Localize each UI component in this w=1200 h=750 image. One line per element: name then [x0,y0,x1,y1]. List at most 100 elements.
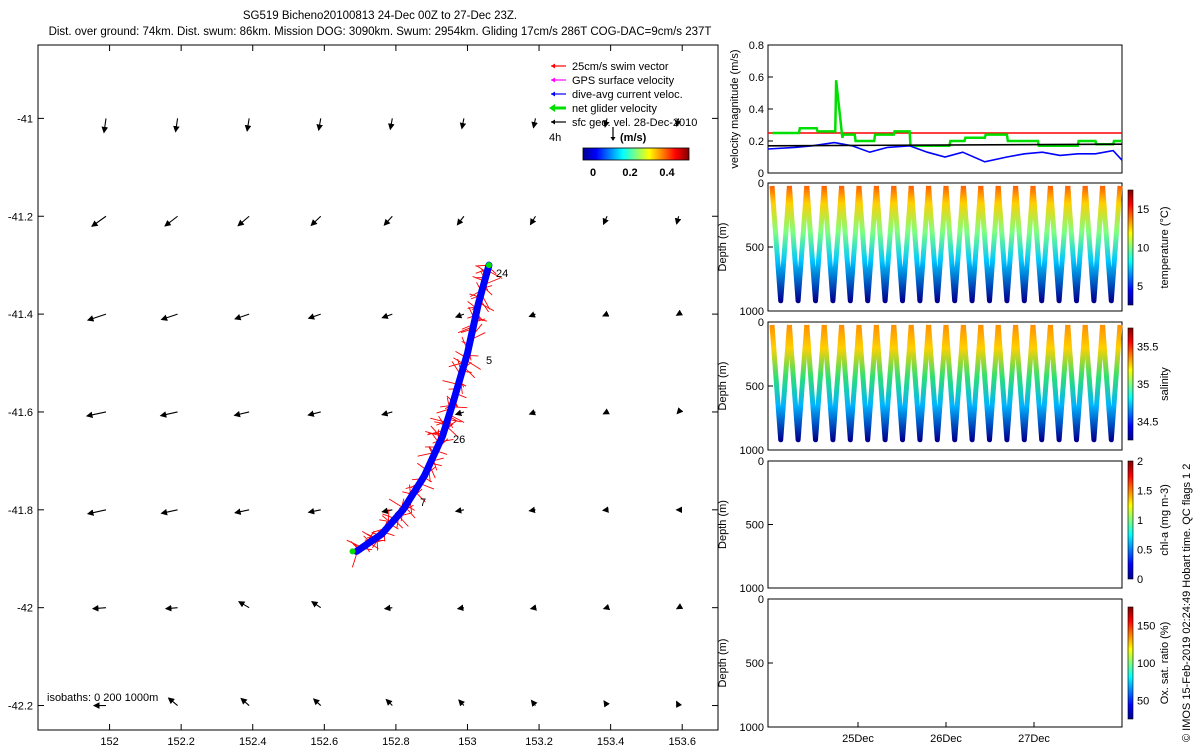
velocity-y-tick-label: 0.8 [749,40,764,52]
sfc-arrow [160,508,178,516]
map-y-tick-label: -42.2 [8,701,33,713]
map-panel: 152 152.2 152.4 152.6 152.8 153 153.2 153.4 153.… [8,44,719,748]
copyright-label: © IMOS 15-Feb-2019 02:24:49 Hobart time.… [1181,464,1193,742]
dive-profile [821,324,845,443]
profile-panel-1: 0 500 1000 Depth (m) 5 10 15 temperature (°C) [717,178,1171,318]
title-line-1: SG519 Bicheno20100813 24-Dec 00Z to 27-D… [242,10,518,22]
dive-profile [1082,324,1106,443]
dive-profile [786,185,810,304]
map-y-tick-label: -42 [17,603,33,615]
dive-profile [839,185,862,304]
legend-net-label: net glider velocity [572,103,657,115]
profile-colorbar-tick: 35 [1137,379,1149,391]
glider-track [346,261,503,568]
dive-profile [1030,324,1053,443]
sfc-arrow [676,700,683,708]
dac-track-line [353,261,493,555]
profile-x-tick-label: 25Dec [842,733,874,745]
sfc-arrow [238,601,250,609]
profile-panel-4: 0 500 1000 Depth (m) 50 100 150 Ox. sat. ratio … [717,594,1171,745]
dive-profile [1047,324,1071,443]
sfc-arrow [602,408,610,415]
dive-profile [1065,324,1088,443]
sfc-geostrophic-arrows [85,118,684,709]
sfc-arrow [674,118,682,128]
sfc-arrow [237,215,250,227]
profile-y-tick-label: 1000 [740,445,764,457]
sfc-arrow [674,216,682,225]
map-x-tick-label: 153.6 [668,736,696,748]
colorbar-unit: (m/s) [620,132,647,144]
velocity-y-tick-label: 0 [758,168,764,180]
dive-profile [995,185,1019,304]
profile-y-tick-label: 500 [746,242,764,254]
profile-colorbar-tick: 1 [1137,515,1143,527]
sfc-arrow [456,604,464,612]
sfc-arrow [528,409,536,416]
dive-profile [804,185,827,304]
legend-gps: GPS surface velocity [551,75,675,87]
profile-colorbar-tick: 35.5 [1137,342,1158,354]
profile-axes-frame [767,598,1123,728]
sfc-arrow [531,118,538,129]
profile-colorbar-tick: 0 [1137,574,1143,586]
sfc-arrow [381,312,393,319]
dive-profile [839,324,862,443]
profile-colorbar [1127,460,1134,580]
velocity-ylabel: velocity magnitude (m/s) [729,49,741,168]
sfc-arrow [529,604,537,611]
legend-swim: 25cm/s swim vector [551,61,669,73]
profile-axes-frame [767,460,1123,589]
map-x-tick-label: 152.6 [311,736,339,748]
profile-y-tick-label: 0 [758,178,764,190]
map-axes-frame [37,44,719,731]
dive-profile [926,185,949,304]
map-x-tick-label: 152.4 [239,736,267,748]
legend-sfc: sfc geo. vel. 28-Dec-2010 [551,117,697,129]
dive-profile [1013,185,1036,304]
profile-colorbar-tick: 0.5 [1137,545,1152,557]
speed-colorbar: (m/s) 0 0.2 0.4 [582,132,690,179]
dive-profile [995,324,1019,443]
map-x-tick-label: 153 [458,736,476,748]
profile-panel-2: 0 500 1000 Depth (m) 34.5 35 35.5 salinity [717,317,1171,457]
dive-profile [978,185,1001,304]
legend-swim-label: 25cm/s swim vector [572,61,669,73]
velocity-y-tick-label: 0.2 [749,136,764,148]
sfc-arrow [244,118,252,132]
dive-profile [891,185,914,304]
track-end-marker [349,548,356,555]
sfc-arrow [602,603,611,611]
sfc-arrow [528,506,536,514]
colorbar-tick-0: 0 [590,167,596,179]
legend-dac-label: dive-avg current veloc. [572,89,683,101]
sfc-arrow [86,509,107,516]
dive-profile [873,324,897,443]
sfc-arrow [383,604,393,612]
profile-y-tick-label: 500 [746,658,764,670]
dive-profile [821,185,845,304]
profile-colorbar-tick: 150 [1137,621,1155,633]
profile-ylabel: Depth (m) [717,223,729,272]
profile-colorbar [1127,189,1134,306]
sfc-arrow [234,313,250,321]
sfc-arrow [530,699,538,707]
dive-profile [769,324,792,443]
track-start-marker [485,262,492,269]
dive-profile [856,185,879,304]
profile-colorbar-tick: 1.5 [1137,486,1152,498]
colorbar-gradient [582,147,690,161]
profile-y-tick-label: 500 [746,520,764,532]
dive-profile [943,185,966,304]
sfc-arrow [528,311,536,318]
sfc-arrow [602,310,610,317]
sfc-arrow [601,506,609,513]
title-line-2: Dist. over ground: 74km. Dist. swum: 86k… [48,26,712,38]
sfc-arrow [234,508,250,515]
profile-colorbar-tick: 15 [1137,204,1149,216]
dive-profile [786,324,810,443]
sfc-arrow [456,215,465,226]
map-x-tick-label: 152 [100,736,118,748]
sfc-arrow [454,507,464,514]
profile-y-tick-label: 500 [746,381,764,393]
